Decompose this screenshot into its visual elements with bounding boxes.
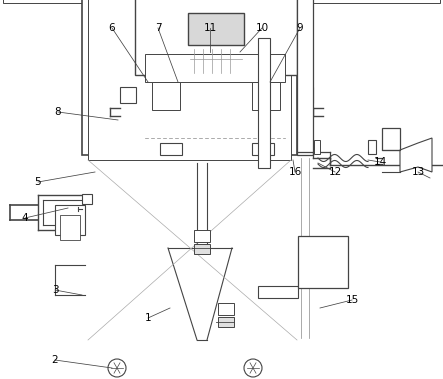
Bar	[298, 236, 348, 288]
Text: 12: 12	[328, 167, 342, 177]
Bar	[382, 128, 400, 150]
Text: 3: 3	[52, 285, 58, 295]
Bar	[218, 317, 234, 327]
Text: 8: 8	[54, 107, 61, 117]
Polygon shape	[400, 138, 432, 172]
Bar	[145, 54, 285, 82]
Bar	[88, 0, 291, 160]
Circle shape	[108, 359, 126, 377]
Text: 6: 6	[109, 23, 115, 33]
Bar	[194, 244, 210, 254]
Text: 2: 2	[52, 355, 58, 365]
Bar	[297, 0, 313, 155]
Bar	[194, 230, 210, 242]
Text: 4: 4	[22, 213, 28, 223]
Bar	[82, 194, 92, 204]
Bar	[252, 82, 280, 110]
Text: 7: 7	[155, 23, 161, 33]
Bar	[297, 87, 313, 103]
Text: 16: 16	[288, 167, 302, 177]
Text: 9: 9	[297, 23, 303, 33]
Bar	[314, 140, 320, 154]
Text: 15: 15	[346, 295, 359, 305]
Text: 11: 11	[203, 23, 217, 33]
Text: 10: 10	[256, 23, 268, 33]
Text: 1: 1	[145, 313, 152, 323]
Bar	[55, 205, 85, 235]
Bar	[258, 38, 270, 168]
Text: 14: 14	[373, 157, 387, 167]
Bar	[252, 143, 274, 155]
Bar	[60, 215, 80, 240]
Text: 13: 13	[412, 167, 425, 177]
Bar	[160, 143, 182, 155]
Text: 5: 5	[35, 177, 41, 187]
Bar	[258, 286, 298, 298]
Bar	[188, 13, 244, 45]
Bar	[218, 303, 234, 315]
Circle shape	[244, 359, 262, 377]
Bar	[152, 82, 180, 110]
Bar	[368, 140, 376, 154]
Bar	[120, 87, 136, 103]
Bar	[135, 0, 297, 75]
Bar	[82, 0, 297, 155]
